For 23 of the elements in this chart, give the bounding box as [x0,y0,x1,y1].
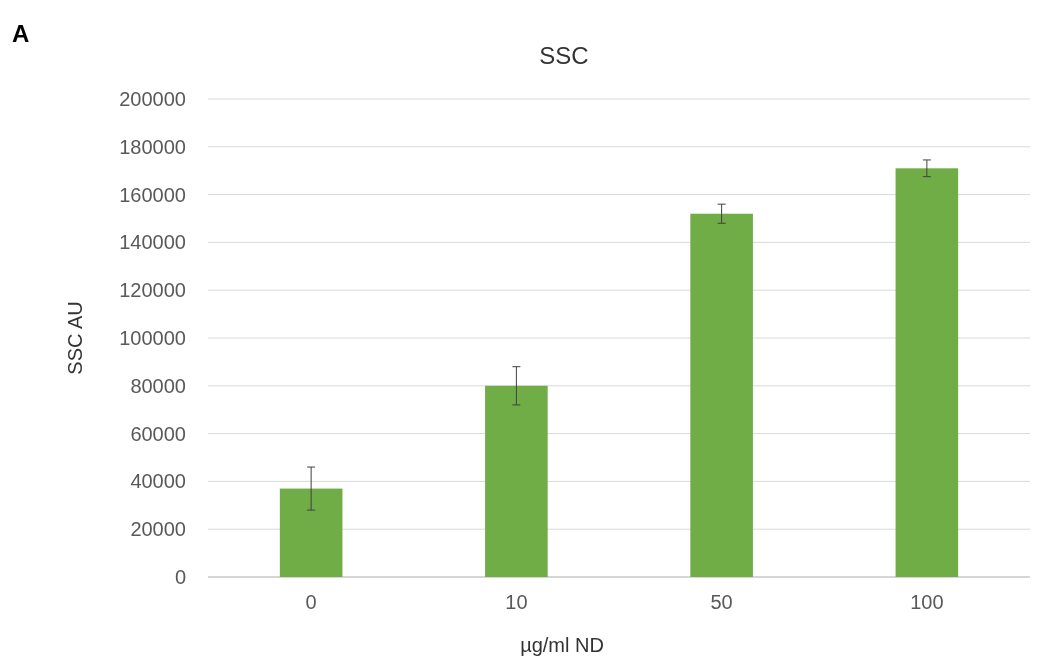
y-tick-label: 40000 [130,470,186,493]
y-tick-label: 160000 [119,183,186,206]
x-tick-label: 0 [305,591,317,614]
x-tick-label: 10 [505,591,528,614]
y-tick-label: 100000 [119,326,186,349]
x-tick-label: 50 [710,591,733,614]
y-tick-label: 180000 [119,135,186,158]
y-tick-label: 0 [174,565,186,588]
bar [279,488,343,577]
y-tick-label: 200000 [119,87,186,110]
bar [485,385,548,577]
chart-title: SSC [539,42,589,69]
bar [895,168,959,577]
y-axis-title: SSC AU [64,301,86,375]
y-tick-label: 20000 [130,518,186,541]
x-tick-label: 100 [910,591,944,614]
x-axis-title: µg/ml ND [520,634,604,656]
bar [690,213,753,577]
y-tick-label: 80000 [130,374,186,397]
y-tick-label: 140000 [119,231,186,254]
y-tick-label: 60000 [130,422,186,445]
text: A [12,20,30,47]
y-tick-label: 120000 [119,279,186,302]
